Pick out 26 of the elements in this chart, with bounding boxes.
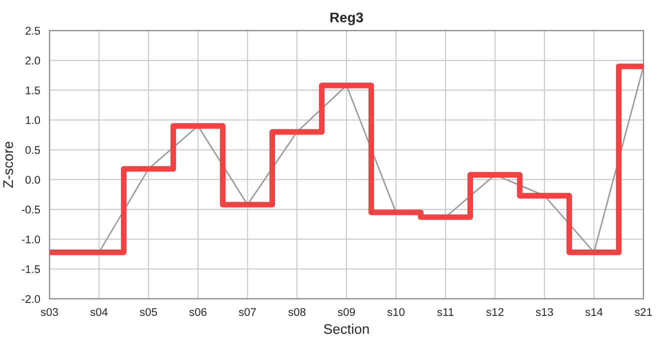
y-tick-label: 1.5: [26, 86, 40, 94]
x-tick-label: s04: [90, 308, 108, 316]
x-tick-label: s08: [288, 308, 306, 316]
x-tick-label: s14: [585, 308, 603, 316]
x-tick-label: s07: [238, 308, 256, 316]
y-tick-label: -1.5: [22, 265, 40, 274]
x-tick-label: s13: [536, 308, 553, 316]
x-tick-label: s10: [387, 308, 405, 316]
y-tick-label: 0.0: [25, 176, 40, 184]
x-tick-label: s11: [437, 308, 454, 316]
y-axis-title: Z-score: [3, 142, 14, 188]
y-tick-label: -2.0: [22, 295, 40, 303]
x-tick-label: s03: [40, 308, 58, 316]
x-axis-title: Section: [324, 324, 369, 334]
y-tick-label: 0.5: [25, 146, 40, 154]
x-tick-label: s21: [634, 308, 652, 316]
y-tick-label: 1.0: [26, 116, 40, 124]
x-tick-label: s06: [189, 308, 206, 316]
chart-title: Reg3: [330, 12, 363, 26]
x-tick-label: s05: [140, 308, 157, 316]
y-tick-label: -1.0: [22, 235, 40, 244]
y-tick-label: 2.0: [26, 56, 40, 65]
x-tick-label: s09: [338, 308, 355, 316]
y-tick-label: 2.5: [26, 26, 40, 35]
y-tick-label: -0.5: [22, 206, 40, 214]
x-tick-label: s12: [486, 308, 504, 316]
